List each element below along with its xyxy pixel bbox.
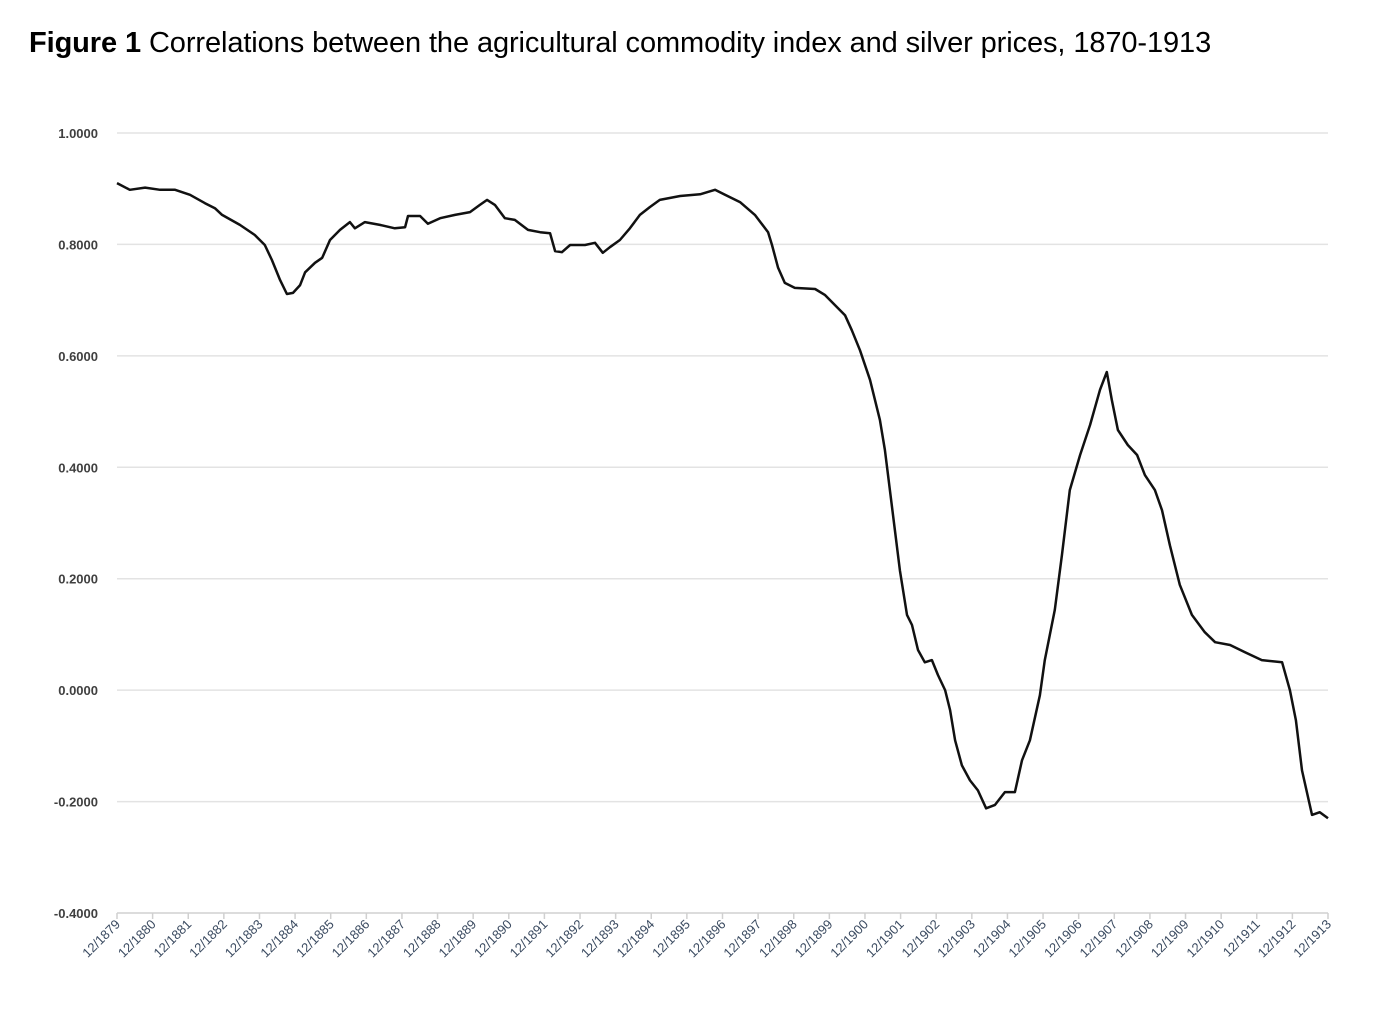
x-tick-label: 12/1911	[1220, 917, 1263, 960]
y-tick-label: 0.6000	[58, 349, 98, 364]
y-tick-label: 1.0000	[58, 126, 98, 141]
x-tick-label: 12/1879	[79, 917, 123, 961]
x-tick-label: 12/1901	[863, 917, 907, 961]
x-tick-label: 12/1894	[614, 917, 658, 961]
x-tick-label: 12/1906	[1041, 917, 1085, 961]
x-tick-label: 12/1898	[756, 917, 800, 961]
x-tick-label: 12/1904	[970, 917, 1014, 961]
x-tick-label: 12/1883	[222, 917, 266, 961]
y-tick-label: 0.0000	[58, 683, 98, 698]
x-tick-label: 12/1880	[115, 917, 159, 961]
x-tick-label: 12/1882	[186, 917, 230, 961]
x-tick-label: 12/1913	[1290, 917, 1334, 961]
x-tick-label: 12/1895	[649, 917, 693, 961]
x-tick-label: 12/1890	[471, 917, 515, 961]
y-tick-label: -0.4000	[54, 906, 98, 921]
x-tick-label: 12/1912	[1255, 917, 1299, 961]
x-tick-label: 12/1888	[400, 917, 444, 961]
x-tick-label: 12/1909	[1148, 917, 1192, 961]
x-tick-label: 12/1886	[329, 917, 373, 961]
x-tick-label: 12/1881	[151, 917, 195, 961]
x-tick-label: 12/1900	[827, 917, 871, 961]
x-tick-label: 12/1889	[435, 917, 479, 961]
figure-label: Figure 1	[29, 27, 141, 59]
y-tick-label: 0.8000	[58, 237, 98, 252]
x-tick-label: 12/1896	[685, 917, 729, 961]
series-line-correlation	[116, 181, 1329, 820]
x-tick-label: 12/1899	[792, 917, 836, 961]
x-tick-label: 12/1910	[1183, 917, 1227, 961]
x-tick-label: 12/1885	[293, 917, 337, 961]
x-tick-label: 12/1897	[720, 917, 764, 961]
y-tick-label: 0.2000	[58, 572, 98, 587]
figure-caption: Correlations between the agricultural co…	[148, 27, 1212, 59]
x-tick-label: 12/1907	[1077, 917, 1121, 961]
x-tick-label: 12/1884	[257, 917, 301, 961]
x-tick-label: 12/1908	[1112, 917, 1156, 961]
x-tick-label: 12/1903	[934, 917, 978, 961]
x-tick-label: 12/1893	[578, 917, 622, 961]
x-tick-label: 12/1891	[507, 917, 551, 961]
y-tick-label: 0.4000	[58, 460, 98, 475]
figure-title: Figure 1 Correlations between the agricu…	[29, 27, 1211, 60]
x-tick-label: 12/1902	[898, 917, 942, 961]
y-tick-label: -0.2000	[54, 795, 98, 810]
x-tick-label: 12/1905	[1005, 917, 1049, 961]
x-tick-label: 12/1892	[542, 917, 586, 961]
x-tick-label: 12/1887	[364, 917, 408, 961]
